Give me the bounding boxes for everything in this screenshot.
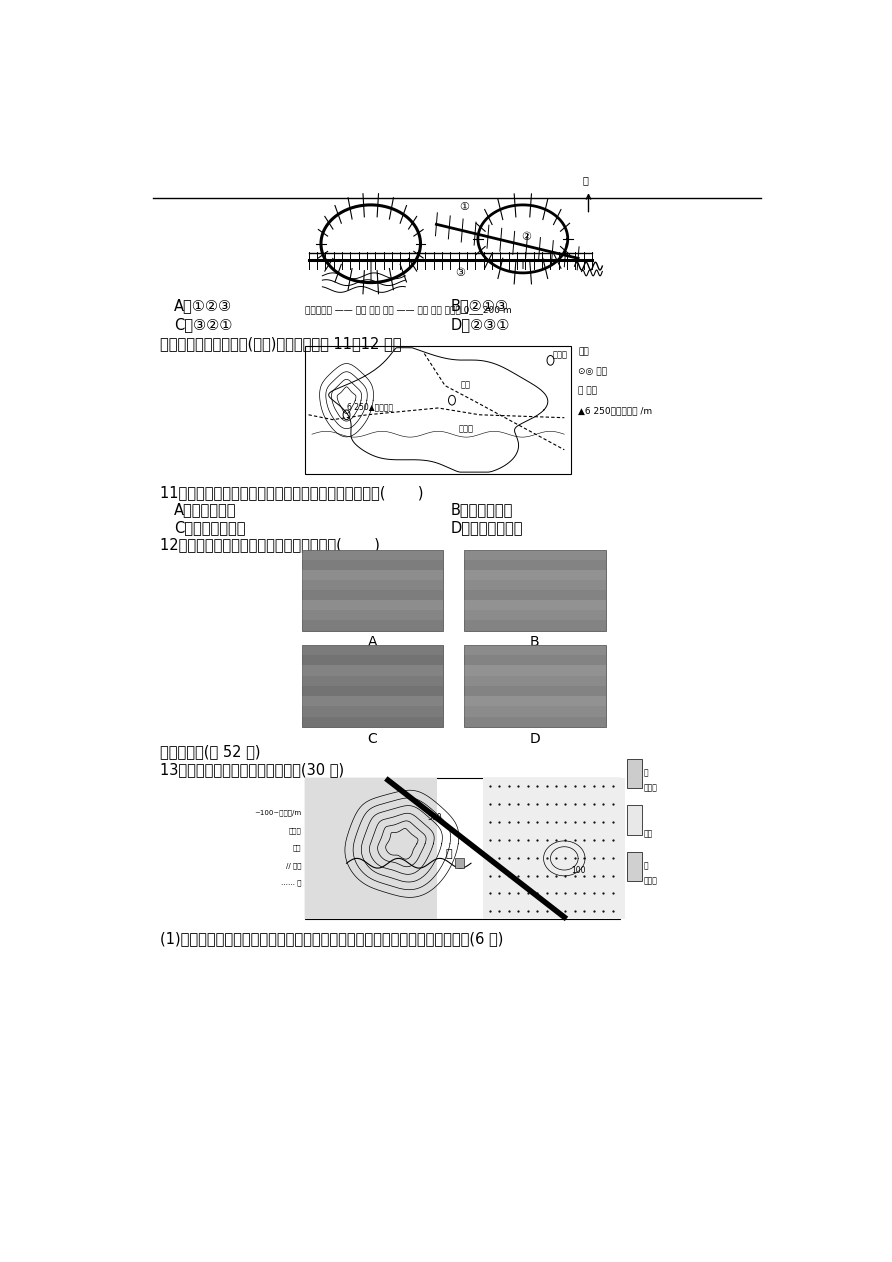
Text: …… 路: …… 路 <box>281 880 301 886</box>
Bar <box>464 591 606 601</box>
Text: ＼ 河流: ＼ 河流 <box>578 386 597 395</box>
Text: 100: 100 <box>571 866 585 875</box>
Bar <box>464 601 606 611</box>
Bar <box>464 687 606 697</box>
Text: 理县: 理县 <box>461 381 471 390</box>
Bar <box>464 560 606 570</box>
Bar <box>464 675 606 687</box>
Text: 花岗岩: 花岗岩 <box>644 782 657 793</box>
Bar <box>301 687 443 697</box>
Bar <box>301 550 443 631</box>
Text: ⊙◎ 城镇: ⊙◎ 城镇 <box>578 367 607 376</box>
Bar <box>301 570 443 581</box>
Text: 汶川县: 汶川县 <box>553 351 568 360</box>
Bar <box>464 570 606 581</box>
Text: B: B <box>530 635 540 650</box>
Bar <box>626 758 641 787</box>
Bar <box>464 655 606 665</box>
Text: 村、镇: 村、镇 <box>289 828 301 834</box>
Text: D．②③①: D．②③① <box>450 318 509 333</box>
Text: ~100~等高线/m: ~100~等高线/m <box>254 810 301 817</box>
Bar <box>301 581 443 591</box>
Text: 读我国某地区交通干线(虚线)分布图，回答 11～12 题。: 读我国某地区交通干线(虚线)分布图，回答 11～12 题。 <box>160 336 401 351</box>
Text: C: C <box>368 732 377 746</box>
Bar <box>301 621 443 631</box>
Text: 铁路: 铁路 <box>293 844 301 852</box>
Text: C．③②①: C．③②① <box>174 318 232 333</box>
Bar <box>464 717 606 727</box>
Text: 砂岩: 砂岩 <box>644 829 653 839</box>
Text: 图例: 图例 <box>578 348 589 357</box>
Bar <box>626 852 641 881</box>
Bar <box>464 581 606 591</box>
Text: 卧龙镇: 卧龙镇 <box>458 424 474 434</box>
Bar <box>301 550 443 560</box>
Bar <box>301 675 443 687</box>
Bar <box>464 697 606 707</box>
Text: (1)判断图中地质构造的类型并说明理由；指出甲地地貌形成的主要地质作用。(6 分): (1)判断图中地质构造的类型并说明理由；指出甲地地貌形成的主要地质作用。(6 分… <box>160 931 503 945</box>
Bar <box>301 560 443 570</box>
Text: 石灰岩: 石灰岩 <box>644 876 657 886</box>
Text: 13．读某区域图，回答下列问题。(30 分): 13．读某区域图，回答下列问题。(30 分) <box>160 762 344 776</box>
Text: 甲: 甲 <box>445 848 452 858</box>
Bar <box>301 645 443 655</box>
Text: 老: 老 <box>644 862 648 871</box>
Text: 新: 新 <box>644 769 648 777</box>
Bar <box>464 665 606 675</box>
Text: // 河流: // 河流 <box>286 862 301 868</box>
Bar <box>464 707 606 717</box>
Text: D: D <box>530 732 541 746</box>
Text: 北: 北 <box>582 175 588 186</box>
Bar <box>301 697 443 707</box>
Text: ▲6 250山峰及海拔 /m: ▲6 250山峰及海拔 /m <box>578 406 652 415</box>
Text: ②: ② <box>521 232 532 242</box>
Text: ①: ① <box>459 202 469 212</box>
Bar <box>464 550 606 560</box>
Bar <box>301 707 443 717</box>
Text: D．沿经纬线延伸: D．沿经纬线延伸 <box>450 520 523 535</box>
Bar <box>301 665 443 675</box>
Bar <box>464 645 606 655</box>
Bar <box>301 611 443 621</box>
Text: B．沿山脊延伸: B．沿山脊延伸 <box>450 502 513 517</box>
Bar <box>305 346 571 475</box>
Text: B．②①③: B．②①③ <box>450 298 508 313</box>
Text: A．①②③: A．①②③ <box>174 298 232 313</box>
Text: 500: 500 <box>427 813 442 822</box>
Text: 图例：铁路 —— 隧道 ）（ 桥梁 —— 河流 ～～ 比例尺 0___200 m: 图例：铁路 —— 隧道 ）（ 桥梁 —— 河流 ～～ 比例尺 0___200 m <box>305 305 512 314</box>
Text: 二、综合题(共 52 分): 二、综合题(共 52 分) <box>160 745 260 760</box>
Bar <box>301 717 443 727</box>
Bar <box>301 655 443 665</box>
Bar <box>464 621 606 631</box>
Text: ③: ③ <box>456 268 466 278</box>
Bar <box>301 591 443 601</box>
Bar <box>464 645 606 727</box>
Text: 12．下图中能反映图示地区交通线形态的是(       ): 12．下图中能反映图示地区交通线形态的是( ) <box>160 538 380 553</box>
Bar <box>301 601 443 611</box>
Bar <box>464 550 606 631</box>
Text: C．沿等高线延伸: C．沿等高线延伸 <box>174 520 245 535</box>
Text: A．沿山谷延伸: A．沿山谷延伸 <box>174 502 236 517</box>
Bar <box>305 779 437 919</box>
Text: A: A <box>368 635 377 650</box>
Bar <box>305 779 620 919</box>
Bar <box>301 645 443 727</box>
Bar <box>483 779 624 919</box>
Bar <box>456 858 464 868</box>
Bar <box>464 611 606 621</box>
Bar <box>626 805 641 834</box>
Text: 11．由图可以看出，该地区交通干线分布的共同特点是(       ): 11．由图可以看出，该地区交通干线分布的共同特点是( ) <box>160 485 424 500</box>
Text: 6 250▲四姑娘山: 6 250▲四姑娘山 <box>346 403 392 411</box>
